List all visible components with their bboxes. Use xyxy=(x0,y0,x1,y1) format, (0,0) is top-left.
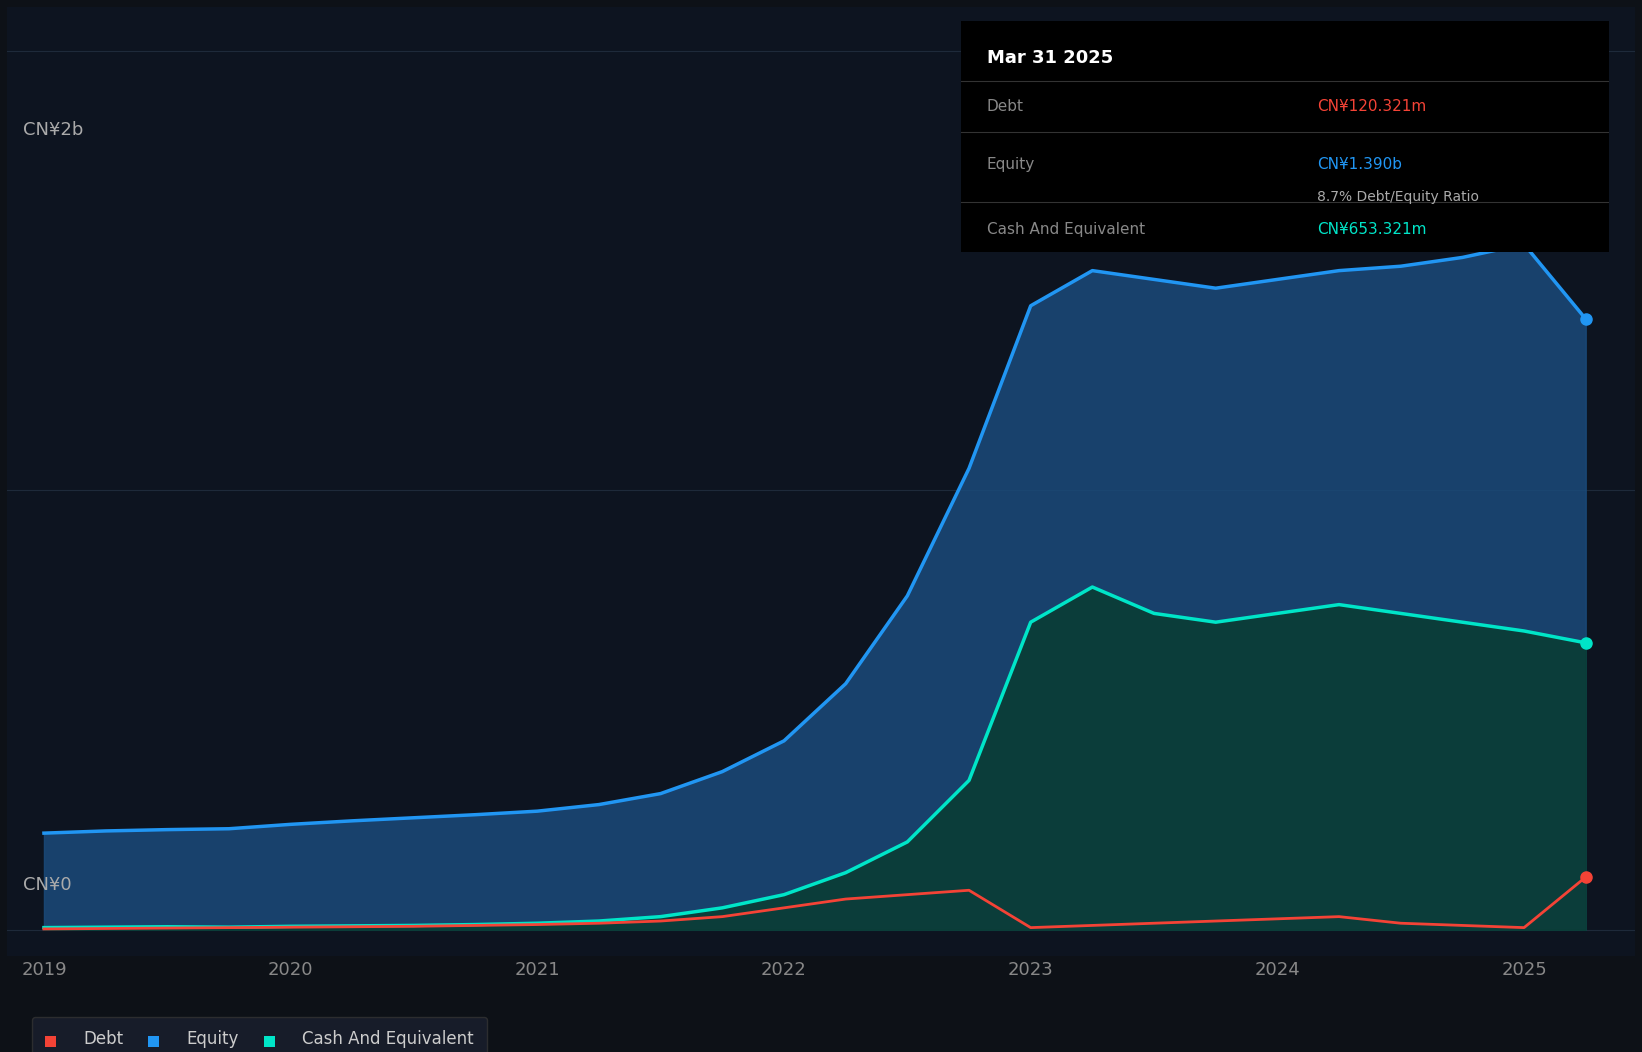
Text: CN¥1.390b: CN¥1.390b xyxy=(1317,157,1402,173)
Text: Debt: Debt xyxy=(987,99,1023,115)
Text: CN¥2b: CN¥2b xyxy=(23,121,84,139)
Legend: Debt, Equity, Cash And Equivalent: Debt, Equity, Cash And Equivalent xyxy=(31,1017,488,1052)
Text: Equity: Equity xyxy=(987,157,1034,173)
Text: CN¥653.321m: CN¥653.321m xyxy=(1317,222,1427,237)
Text: Cash And Equivalent: Cash And Equivalent xyxy=(987,222,1144,237)
Text: CN¥0: CN¥0 xyxy=(23,876,72,894)
Text: CN¥120.321m: CN¥120.321m xyxy=(1317,99,1427,115)
Text: 8.7% Debt/Equity Ratio: 8.7% Debt/Equity Ratio xyxy=(1317,190,1479,204)
Text: Mar 31 2025: Mar 31 2025 xyxy=(987,48,1113,67)
